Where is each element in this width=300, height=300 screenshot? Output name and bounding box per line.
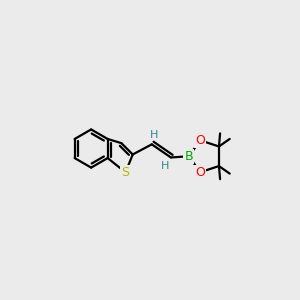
Text: B: B (184, 150, 193, 163)
Text: H: H (150, 130, 158, 140)
Text: S: S (122, 166, 130, 179)
Text: H: H (161, 161, 169, 171)
Text: O: O (195, 134, 205, 147)
Text: O: O (195, 166, 205, 178)
